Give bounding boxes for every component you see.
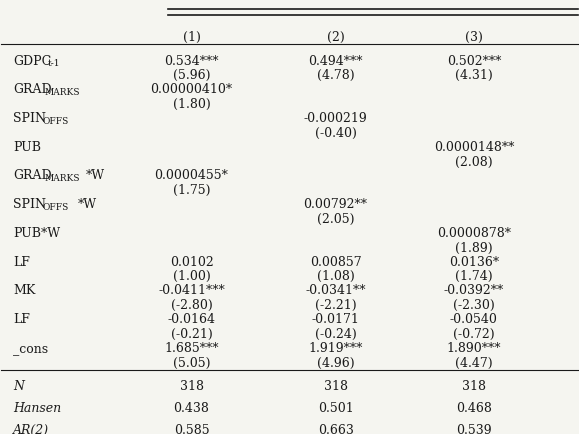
Text: -0.0341**: -0.0341** (305, 284, 366, 297)
Text: OFFS: OFFS (43, 202, 69, 211)
Text: OFFS: OFFS (43, 116, 69, 125)
Text: 0.00792**: 0.00792** (303, 198, 368, 211)
Text: MK: MK (13, 284, 35, 297)
Text: 0.0102: 0.0102 (170, 255, 214, 268)
Text: 0.501: 0.501 (318, 401, 353, 414)
Text: AR(2): AR(2) (13, 423, 49, 434)
Text: (5.05): (5.05) (173, 356, 210, 368)
Text: 318: 318 (179, 379, 204, 392)
Text: 0.0000455*: 0.0000455* (155, 169, 229, 182)
Text: t-1: t-1 (47, 59, 60, 68)
Text: MARKS: MARKS (44, 174, 79, 183)
Text: (1): (1) (182, 31, 200, 44)
Text: 0.494***: 0.494*** (309, 55, 363, 67)
Text: -0.0171: -0.0171 (312, 312, 360, 326)
Text: (1.80): (1.80) (173, 98, 210, 111)
Text: 1.919***: 1.919*** (309, 341, 363, 354)
Text: 0.0000878*: 0.0000878* (437, 227, 511, 240)
Text: (1.89): (1.89) (455, 241, 493, 254)
Text: (-2.21): (-2.21) (315, 299, 357, 311)
Text: (-0.72): (-0.72) (453, 327, 494, 340)
Text: GRAD: GRAD (13, 169, 52, 182)
Text: (1.75): (1.75) (173, 184, 210, 197)
Text: 0.438: 0.438 (174, 401, 210, 414)
Text: PUB*W: PUB*W (13, 227, 60, 240)
Text: (1.00): (1.00) (173, 270, 210, 283)
Text: 0.534***: 0.534*** (164, 55, 219, 67)
Text: (1.74): (1.74) (455, 270, 493, 283)
Text: 0.663: 0.663 (318, 423, 354, 434)
Text: (2.05): (2.05) (317, 212, 354, 225)
Text: _cons: _cons (13, 341, 48, 354)
Text: 0.585: 0.585 (174, 423, 210, 434)
Text: 0.00857: 0.00857 (310, 255, 361, 268)
Text: 1.890***: 1.890*** (446, 341, 501, 354)
Text: 0.502***: 0.502*** (447, 55, 501, 67)
Text: 0.539: 0.539 (456, 423, 492, 434)
Text: -0.0540: -0.0540 (450, 312, 498, 326)
Text: (4.78): (4.78) (317, 69, 354, 82)
Text: 318: 318 (462, 379, 486, 392)
Text: (2): (2) (327, 31, 345, 44)
Text: (-0.40): (-0.40) (314, 126, 357, 139)
Text: (-2.30): (-2.30) (453, 299, 495, 311)
Text: *W: *W (78, 198, 97, 211)
Text: (-2.80): (-2.80) (171, 299, 212, 311)
Text: SPIN: SPIN (13, 112, 46, 125)
Text: (4.31): (4.31) (455, 69, 493, 82)
Text: PUB: PUB (13, 141, 41, 154)
Text: 0.0136*: 0.0136* (449, 255, 499, 268)
Text: *W: *W (86, 169, 105, 182)
Text: 0.00000410*: 0.00000410* (151, 83, 233, 96)
Text: (3): (3) (465, 31, 483, 44)
Text: (-0.21): (-0.21) (171, 327, 212, 340)
Text: (5.96): (5.96) (173, 69, 210, 82)
Text: (-0.24): (-0.24) (315, 327, 357, 340)
Text: SPIN: SPIN (13, 198, 46, 211)
Text: (2.08): (2.08) (455, 155, 493, 168)
Text: 0.468: 0.468 (456, 401, 492, 414)
Text: -0.000219: -0.000219 (304, 112, 368, 125)
Text: -0.0164: -0.0164 (167, 312, 215, 326)
Text: MARKS: MARKS (44, 88, 79, 97)
Text: GRAD: GRAD (13, 83, 52, 96)
Text: LF: LF (13, 312, 30, 326)
Text: N: N (13, 379, 24, 392)
Text: (1.08): (1.08) (317, 270, 354, 283)
Text: Hansen: Hansen (13, 401, 61, 414)
Text: LF: LF (13, 255, 30, 268)
Text: (4.47): (4.47) (455, 356, 493, 368)
Text: -0.0392**: -0.0392** (444, 284, 504, 297)
Text: (4.96): (4.96) (317, 356, 354, 368)
Text: 318: 318 (324, 379, 347, 392)
Text: -0.0411***: -0.0411*** (158, 284, 225, 297)
Text: GDPC: GDPC (13, 55, 51, 67)
Text: 1.685***: 1.685*** (164, 341, 219, 354)
Text: 0.0000148**: 0.0000148** (434, 141, 514, 154)
